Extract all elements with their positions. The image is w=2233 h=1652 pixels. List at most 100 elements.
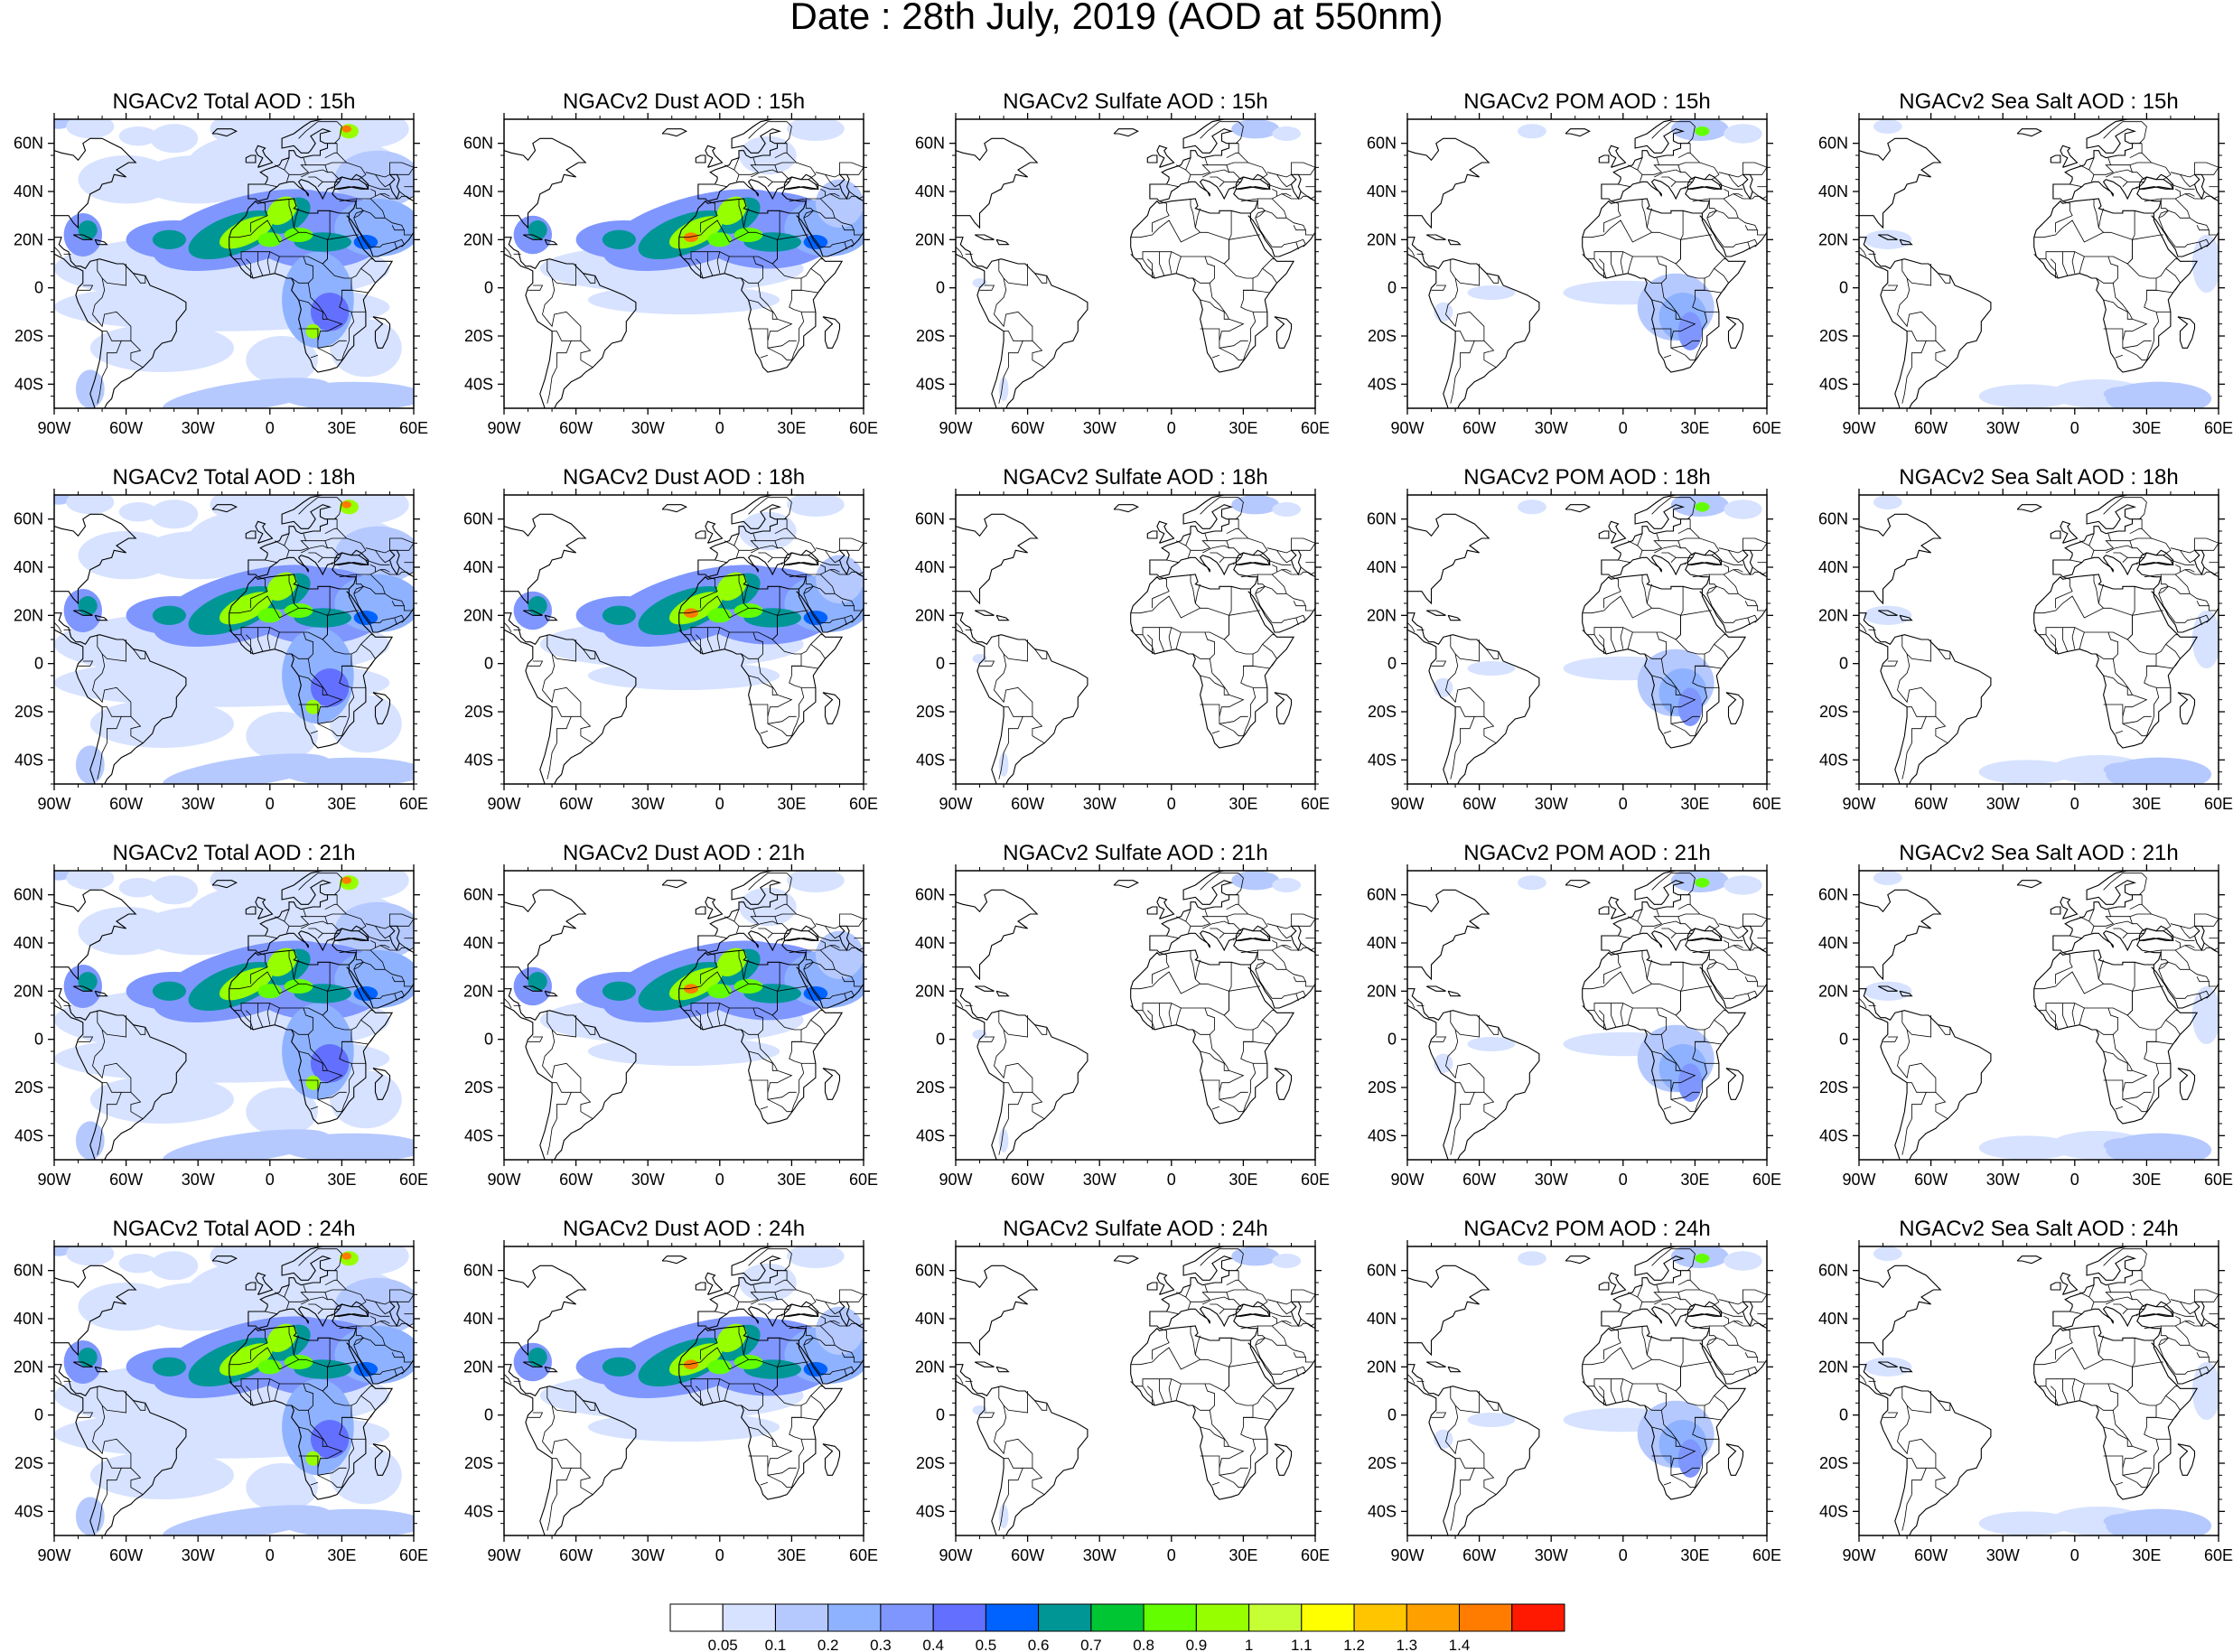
country-border xyxy=(1901,1010,1931,1038)
country-border xyxy=(739,533,760,551)
coastline xyxy=(1742,1301,1753,1328)
lon-tick-label: 30W xyxy=(1083,419,1116,437)
country-border xyxy=(1938,1400,1951,1411)
lat-tick-label: 60N xyxy=(915,135,945,153)
country-border xyxy=(956,1374,964,1385)
country-border xyxy=(2113,176,2128,182)
aod-contour xyxy=(2191,235,2219,293)
country-border xyxy=(820,241,847,250)
country-border xyxy=(738,950,749,985)
coastline xyxy=(1859,612,1992,784)
country-border xyxy=(2103,1248,2143,1266)
country-border xyxy=(854,605,862,611)
coastline xyxy=(661,1255,687,1265)
country-border xyxy=(1757,605,1765,611)
coastline xyxy=(54,513,137,605)
lat-tick-label: 40N xyxy=(463,558,493,576)
coastline xyxy=(1290,549,1302,576)
coastline xyxy=(54,253,103,408)
country-border xyxy=(1445,1405,1485,1469)
coastline xyxy=(1859,629,1908,784)
country-border xyxy=(2170,935,2195,941)
country-border xyxy=(1627,1383,1633,1401)
country-border xyxy=(1670,1091,1700,1100)
lat-tick-label: 40S xyxy=(14,751,43,769)
lat-tick-label: 20N xyxy=(463,1358,493,1376)
colorbar-swatch xyxy=(669,1603,724,1632)
coastline xyxy=(838,173,850,201)
country-border xyxy=(998,1010,1028,1038)
country-border xyxy=(1641,1326,1652,1360)
country-border xyxy=(384,217,406,231)
country-border xyxy=(257,1003,264,1028)
aod-contour xyxy=(305,1451,321,1466)
country-border xyxy=(1728,550,1743,564)
country-border xyxy=(760,730,769,734)
coastline xyxy=(1899,990,1913,997)
lon-tick-label: 0 xyxy=(1167,1171,1176,1189)
country-border xyxy=(858,186,864,200)
country-border xyxy=(288,199,299,233)
country-border xyxy=(2129,1279,2152,1291)
country-border xyxy=(1677,527,1700,539)
lon-tick-label: 60W xyxy=(1462,795,1496,813)
country-border xyxy=(384,968,406,983)
country-border xyxy=(240,634,254,655)
country-border xyxy=(360,643,376,667)
country-border xyxy=(2062,627,2069,652)
coastline xyxy=(1130,119,1271,238)
coastline xyxy=(2138,925,2174,941)
country-border xyxy=(2132,1299,2144,1307)
coastline xyxy=(838,1301,850,1328)
country-border xyxy=(1586,1010,1593,1016)
aod-contour xyxy=(66,495,115,515)
country-border xyxy=(1175,1007,1182,1025)
country-border xyxy=(2126,991,2178,1031)
country-border xyxy=(1200,873,1239,891)
country-border xyxy=(1185,533,1191,546)
country-border xyxy=(2094,157,2115,175)
country-border xyxy=(1445,1029,1485,1093)
country-border xyxy=(1219,556,1241,563)
country-border xyxy=(334,121,342,144)
aod-contour xyxy=(1677,1439,1703,1478)
lon-tick-label: 0 xyxy=(2070,1546,2079,1564)
country-border xyxy=(690,1010,704,1031)
country-border xyxy=(1450,1468,1475,1531)
coastline xyxy=(2016,1255,2042,1265)
lon-tick-label: 0 xyxy=(1619,419,1628,437)
country-border xyxy=(1210,928,1225,934)
coastline xyxy=(54,137,137,229)
coastline xyxy=(2060,520,2079,544)
country-border xyxy=(547,1386,576,1414)
country-border xyxy=(1192,256,1215,284)
country-border xyxy=(1897,653,1937,717)
country-border xyxy=(813,585,836,594)
aod-contour xyxy=(330,695,402,753)
country-border xyxy=(2055,952,2073,985)
lat-tick-label: 20S xyxy=(464,327,493,345)
country-border xyxy=(743,208,749,229)
aod-contour xyxy=(75,1121,105,1160)
coastline xyxy=(1130,871,1271,989)
country-border xyxy=(288,1326,299,1360)
aod-contour xyxy=(1873,1246,1902,1261)
country-border xyxy=(2045,634,2059,655)
country-border xyxy=(1285,593,1307,607)
country-border xyxy=(291,256,313,284)
country-border xyxy=(379,945,414,954)
country-border xyxy=(298,873,338,891)
country-border xyxy=(1266,547,1292,554)
country-border xyxy=(2175,993,2202,1002)
coastline xyxy=(956,253,1004,408)
country-border xyxy=(389,913,414,927)
lon-tick-label: 30W xyxy=(1083,1546,1116,1564)
country-border xyxy=(370,993,397,1002)
country-border xyxy=(298,1248,338,1266)
map-background xyxy=(1859,119,2219,408)
country-border xyxy=(2180,945,2195,948)
coastline xyxy=(956,237,1088,408)
